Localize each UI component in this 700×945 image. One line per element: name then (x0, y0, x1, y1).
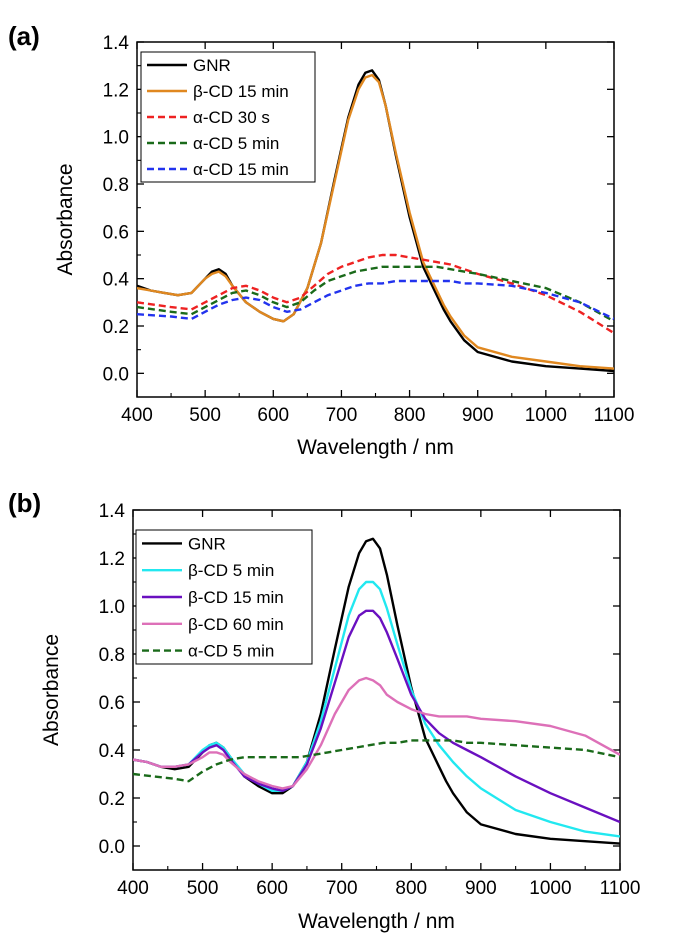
panel-label: (a) (8, 21, 40, 51)
y-tick-label: 0.6 (99, 693, 125, 714)
x-tick-label: 700 (326, 878, 358, 899)
series-line-3 (137, 253, 614, 335)
series-line-2 (137, 73, 614, 370)
y-tick-label: 0.6 (103, 222, 129, 243)
series-line-5 (137, 279, 614, 321)
legend: GNR β-CD 15 min α-CD 30 s α-CD 5 min α-CD 15… (140, 51, 316, 183)
panel-label: (b) (8, 488, 41, 518)
x-axis-title: Wavelength / nm (297, 436, 454, 459)
series-line-3 (133, 609, 620, 824)
y-axis-title: Absorbance (54, 163, 77, 275)
x-axis-title: Wavelength / nm (298, 910, 455, 933)
y-tick-label: 1.4 (99, 501, 126, 522)
y-tick-label: 0.0 (99, 837, 125, 858)
y-tick-label: 1.0 (103, 128, 129, 149)
x-tick-label: 800 (395, 878, 427, 899)
x-tick-label: 500 (189, 405, 221, 426)
y-tick-label: 0.4 (103, 270, 130, 291)
legend-label: α-CD 5 min (188, 642, 274, 661)
y-tick-label: 0.8 (99, 645, 125, 666)
series-line-4 (133, 676, 620, 790)
x-tick-label: 900 (465, 878, 497, 899)
y-tick-label: 0.4 (99, 741, 126, 762)
chart-panel-2: (b) 400 500 600 700 800 900 1000 1100 0.0 0.2 0.4 0.… (8, 488, 640, 933)
series-line-4 (137, 265, 614, 323)
legend-label: β-CD 60 min (188, 615, 284, 634)
legend: GNR β-CD 5 min β-CD 15 min β-CD 60 min α-CD … (135, 529, 313, 665)
legend-label: α-CD 30 s (193, 108, 270, 127)
x-tick-label: 800 (394, 405, 426, 426)
x-tick-label: 600 (256, 878, 288, 899)
x-tick-label: 500 (187, 878, 219, 899)
y-tick-label: 0.8 (103, 175, 129, 196)
legend-label: GNR (188, 534, 226, 553)
x-tick-label: 900 (462, 405, 494, 426)
x-tick-label: 1000 (529, 878, 571, 899)
chart-panel-1: (a) 400 500 600 700 800 900 1000 1100 0.0 0.2 0.4 0.… (8, 21, 634, 459)
x-tick-label: 700 (326, 405, 358, 426)
x-tick-label: 600 (257, 405, 289, 426)
y-tick-label: 1.2 (99, 549, 125, 570)
y-axis-title: Absorbance (40, 634, 63, 746)
y-tick-label: 1.4 (103, 33, 130, 54)
x-tick-label: 400 (121, 405, 153, 426)
y-tick-label: 0.2 (103, 317, 129, 338)
x-tick-label: 400 (117, 878, 149, 899)
x-tick-label: 1000 (525, 405, 567, 426)
x-tick-label: 1100 (594, 405, 635, 426)
legend-label: α-CD 15 min (193, 160, 289, 179)
series-line-2 (133, 580, 620, 838)
y-tick-label: 0.2 (99, 789, 125, 810)
y-tick-label: 1.2 (103, 80, 129, 101)
legend-label: β-CD 5 min (188, 561, 274, 580)
x-tick-label: 1100 (600, 878, 641, 899)
series-line-5 (133, 739, 620, 783)
legend-label: GNR (193, 56, 231, 75)
legend-label: β-CD 15 min (188, 588, 284, 607)
legend-label: β-CD 15 min (193, 82, 289, 101)
y-tick-label: 1.0 (99, 597, 125, 618)
y-tick-label: 0.0 (103, 364, 129, 385)
legend-label: α-CD 5 min (193, 134, 279, 153)
